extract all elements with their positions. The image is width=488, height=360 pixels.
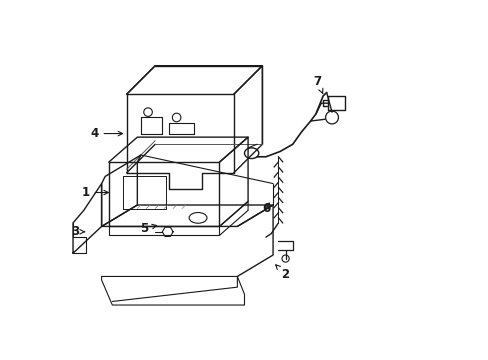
Text: 5: 5 — [140, 222, 156, 235]
Text: 7: 7 — [313, 75, 322, 94]
Text: 4: 4 — [90, 127, 122, 140]
Text: 3: 3 — [71, 225, 84, 238]
Text: 6: 6 — [261, 202, 269, 215]
Text: 1: 1 — [81, 186, 108, 199]
Text: 2: 2 — [275, 265, 289, 281]
